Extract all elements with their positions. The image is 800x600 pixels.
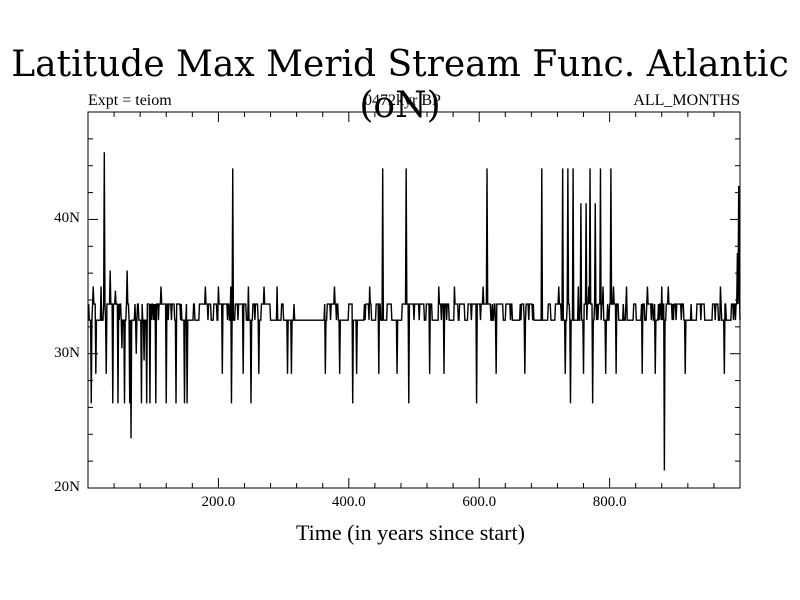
y-tick-label: 30N: [54, 344, 80, 361]
plot-frame: [87, 111, 741, 489]
series-line: [87, 152, 741, 471]
x-tick-label: 600.0: [462, 494, 497, 510]
experiment-label: Expt = teiom: [88, 92, 172, 109]
chart-title: Latitude Max Merid Stream Func. Atlantic…: [11, 44, 789, 126]
x-tick-label: 400.0: [331, 494, 366, 510]
period-label: 0472kyr BP: [364, 92, 441, 109]
y-tick-label: 20N: [54, 479, 80, 495]
x-tick-label: 800.0: [592, 494, 627, 510]
months-label: ALL_MONTHS: [633, 92, 740, 109]
x-axis-label: Time (in years since start): [296, 520, 525, 545]
y-tick-label: 40N: [54, 210, 80, 227]
x-tick-label: 200.0: [201, 494, 236, 510]
plot-border: [87, 111, 741, 489]
series-line-group: [87, 152, 741, 471]
axis-ticks: [88, 112, 740, 488]
